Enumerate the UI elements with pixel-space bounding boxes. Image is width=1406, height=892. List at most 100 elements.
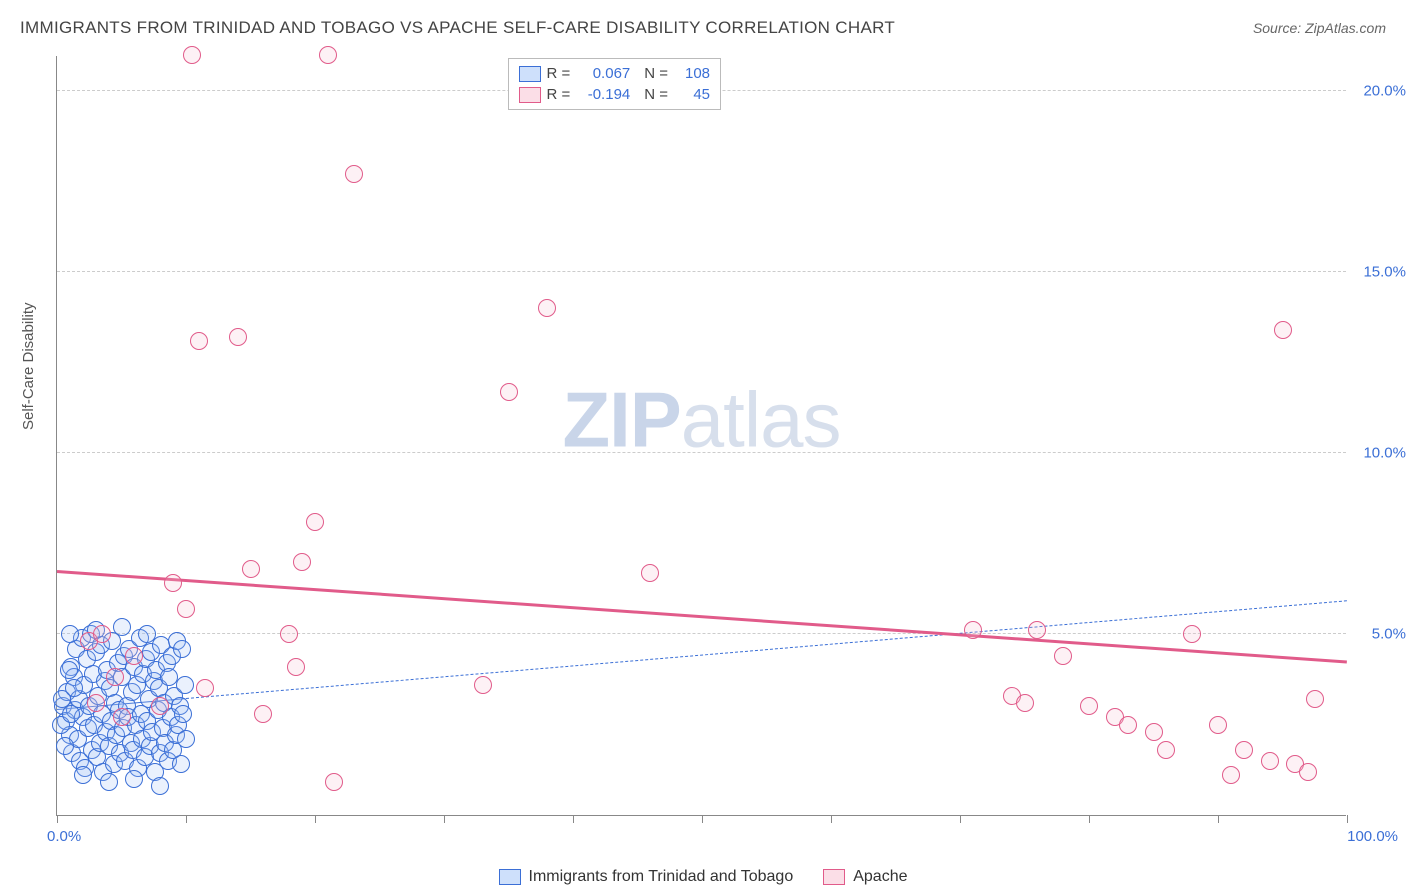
scatter-point [254, 705, 272, 723]
scatter-point [138, 625, 156, 643]
y-tick-label: 10.0% [1356, 445, 1406, 462]
y-tick-label: 15.0% [1356, 264, 1406, 281]
legend-r-value: 0.067 [576, 65, 630, 82]
scatter-point [196, 679, 214, 697]
scatter-point [151, 777, 169, 795]
scatter-point [293, 553, 311, 571]
scatter-point [1054, 647, 1072, 665]
correlation-legend-row: R = 0.067 N = 108 [519, 63, 711, 84]
x-tick [315, 815, 316, 823]
scatter-point [325, 773, 343, 791]
scatter-point [93, 625, 111, 643]
scatter-point [500, 383, 518, 401]
scatter-point [56, 737, 74, 755]
gridline [57, 271, 1346, 272]
chart-title: IMMIGRANTS FROM TRINIDAD AND TOBAGO VS A… [20, 18, 895, 38]
scatter-point [172, 755, 190, 773]
scatter-point [345, 165, 363, 183]
x-tick [444, 815, 445, 823]
title-bar: IMMIGRANTS FROM TRINIDAD AND TOBAGO VS A… [20, 18, 1386, 38]
gridline [57, 633, 1346, 634]
scatter-point [87, 694, 105, 712]
scatter-point [1209, 716, 1227, 734]
scatter-point [964, 621, 982, 639]
scatter-point [306, 513, 324, 531]
legend-label-b: Apache [853, 868, 907, 886]
legend-swatch [519, 66, 541, 82]
x-tick [186, 815, 187, 823]
scatter-point [319, 46, 337, 64]
scatter-point [1261, 752, 1279, 770]
scatter-point [62, 705, 80, 723]
scatter-point [176, 676, 194, 694]
gridline [57, 452, 1346, 453]
scatter-point [100, 773, 118, 791]
scatter-point [164, 574, 182, 592]
legend-item-series-b: Apache [823, 868, 907, 886]
legend-n-label: N = [644, 86, 668, 103]
x-tick [1218, 815, 1219, 823]
legend-n-value: 108 [674, 65, 710, 82]
legend-n-value: 45 [674, 86, 710, 103]
legend-r-label: R = [547, 65, 571, 82]
scatter-point [287, 658, 305, 676]
legend-n-label: N = [644, 65, 668, 82]
legend-swatch [519, 87, 541, 103]
scatter-point [61, 625, 79, 643]
scatter-point [1306, 690, 1324, 708]
scatter-point [1145, 723, 1163, 741]
x-tick [960, 815, 961, 823]
scatter-point [113, 618, 131, 636]
scatter-point [1080, 697, 1098, 715]
scatter-point [183, 46, 201, 64]
x-tick [1089, 815, 1090, 823]
scatter-point [60, 661, 78, 679]
scatter-point [125, 647, 143, 665]
correlation-legend-row: R = -0.194 N = 45 [519, 84, 711, 105]
scatter-point [1222, 766, 1240, 784]
y-tick-label: 20.0% [1356, 83, 1406, 100]
scatter-point [190, 332, 208, 350]
scatter-point [1183, 625, 1201, 643]
scatter-point [1157, 741, 1175, 759]
scatter-point [74, 766, 92, 784]
scatter-point [280, 625, 298, 643]
scatter-point [113, 708, 131, 726]
x-tick [702, 815, 703, 823]
bottom-legend: Immigrants from Trinidad and Tobago Apac… [0, 868, 1406, 886]
source-label: Source: ZipAtlas.com [1253, 20, 1386, 36]
scatter-point [65, 679, 83, 697]
scatter-point [1235, 741, 1253, 759]
scatter-point [538, 299, 556, 317]
y-tick-label: 5.0% [1356, 626, 1406, 643]
legend-swatch-a [499, 869, 521, 885]
x-tick [57, 815, 58, 823]
scatter-point [151, 697, 169, 715]
x-tick [1347, 815, 1348, 823]
scatter-point [1119, 716, 1137, 734]
scatter-point [125, 770, 143, 788]
y-axis-title: Self-Care Disability [20, 302, 37, 430]
scatter-point [173, 640, 191, 658]
x-tick [573, 815, 574, 823]
legend-label-a: Immigrants from Trinidad and Tobago [529, 868, 794, 886]
scatter-point [1274, 321, 1292, 339]
scatter-point [177, 730, 195, 748]
scatter-point [174, 705, 192, 723]
scatter-point [229, 328, 247, 346]
x-tick-label: 100.0% [1347, 828, 1398, 845]
correlation-legend: R = 0.067 N = 108 R = -0.194 N = 45 [508, 58, 722, 110]
scatter-point [242, 560, 260, 578]
x-tick [831, 815, 832, 823]
scatter-point [1028, 621, 1046, 639]
watermark-part2: atlas [681, 376, 841, 464]
legend-item-series-a: Immigrants from Trinidad and Tobago [499, 868, 794, 886]
scatter-plot-area: ZIPatlas 5.0%10.0%15.0%20.0%0.0%100.0% [56, 56, 1346, 816]
scatter-point [641, 564, 659, 582]
legend-swatch-b [823, 869, 845, 885]
scatter-point [474, 676, 492, 694]
legend-r-label: R = [547, 86, 571, 103]
x-tick-label: 0.0% [47, 828, 81, 845]
scatter-point [1016, 694, 1034, 712]
legend-r-value: -0.194 [576, 86, 630, 103]
